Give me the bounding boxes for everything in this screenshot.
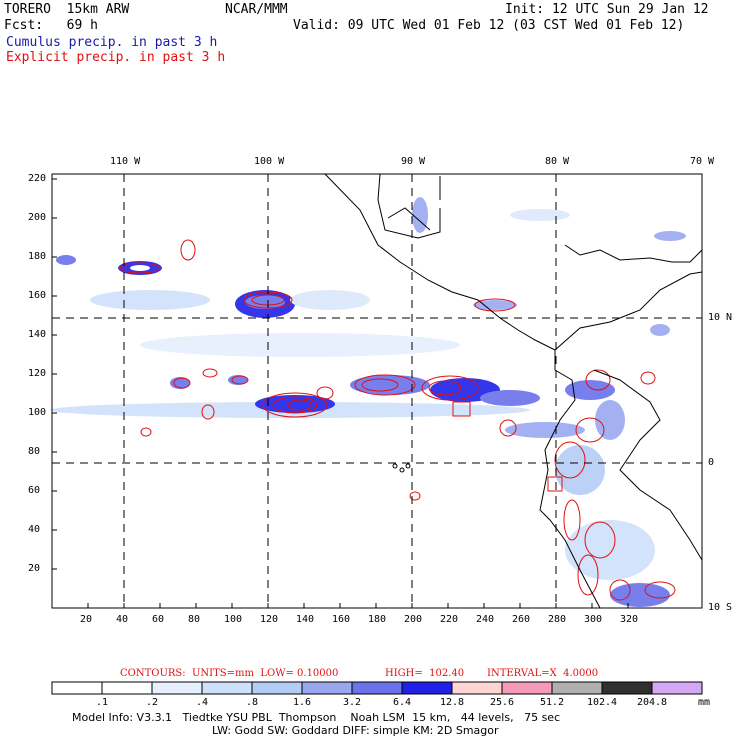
colorbar-label: 25.6 [489, 697, 515, 708]
contour-interval-label: INTERVAL=X 4.0000 [487, 668, 599, 679]
colorbar-label: 3.2 [342, 697, 362, 708]
x-tick-label: 80 [188, 614, 201, 625]
y-tick-label: 180 [28, 251, 47, 262]
colorbar-swatch [501, 681, 553, 695]
colorbar-swatch [151, 681, 203, 695]
colorbar-swatch [251, 681, 303, 695]
lon-label-80w: 80 W [545, 156, 570, 167]
x-tick-label: 100 [224, 614, 243, 625]
colorbar-swatch [601, 681, 653, 695]
y-tick-label: 40 [28, 524, 41, 535]
contour-high-label: HIGH= 102.40 [385, 668, 465, 679]
x-tick-label: 240 [476, 614, 495, 625]
x-tick-label: 20 [80, 614, 93, 625]
colorbar-swatch [101, 681, 153, 695]
colorbar-swatch [651, 681, 703, 695]
y-tick-label: 200 [28, 212, 47, 223]
colorbar-swatch [351, 681, 403, 695]
x-tick-label: 120 [260, 614, 279, 625]
lon-label-70w: 70 W [690, 156, 715, 167]
colorbar-swatch [401, 681, 453, 695]
x-tick-label: 60 [152, 614, 165, 625]
x-tick-label: 220 [440, 614, 459, 625]
colorbar-label: 12.8 [439, 697, 465, 708]
y-tick-label: 220 [28, 173, 47, 184]
contour-units-label: CONTOURS: UNITS=mm LOW= 0.10000 [120, 668, 339, 679]
y-tick-label: 120 [28, 368, 47, 379]
lat-label-10n: 10 N [708, 312, 733, 323]
y-tick-label: 80 [28, 446, 41, 457]
lat-label-0: 0 [708, 457, 715, 468]
cumulus-precip-shading [50, 197, 686, 607]
x-tick-label: 260 [512, 614, 531, 625]
x-tick-label: 160 [332, 614, 351, 625]
colorbar-label: 1.6 [292, 697, 312, 708]
x-tick-label: 200 [404, 614, 423, 625]
colorbar-label: .2 [145, 697, 159, 708]
map-frame [51, 173, 703, 609]
graticule [52, 174, 702, 608]
colorbar-unit: mm [698, 697, 711, 708]
colorbar-swatch [201, 681, 253, 695]
colorbar-label: .1 [95, 697, 109, 708]
lat-label-10s: 10 S [708, 602, 733, 613]
y-tick-label: 20 [28, 563, 41, 574]
y-tick-label: 60 [28, 485, 41, 496]
colorbar-label: 204.8 [636, 697, 668, 708]
model-info-line2: LW: Godd SW: Goddard DIFF: simple KM: 2D… [212, 724, 499, 737]
colorbar-swatch [301, 681, 353, 695]
colorbar-label: 102.4 [586, 697, 618, 708]
lon-label-90w: 90 W [401, 156, 426, 167]
colorbar-label: 6.4 [392, 697, 412, 708]
coastlines [324, 173, 703, 609]
colorbar-swatch [451, 681, 503, 695]
init-time: Init: 12 UTC Sun 29 Jan 12 [505, 2, 709, 17]
x-tick-label: 180 [368, 614, 387, 625]
colorbar [51, 681, 703, 695]
y-tick-label: 140 [28, 329, 47, 340]
x-tick-label: 280 [548, 614, 567, 625]
colorbar-label: 51.2 [539, 697, 565, 708]
cumulus-legend: Cumulus precip. in past 3 h [6, 35, 218, 50]
y-tick-label: 100 [28, 407, 47, 418]
x-tick-label: 140 [296, 614, 315, 625]
forecast-hour: Fcst: 69 h [4, 18, 98, 33]
valid-time: Valid: 09 UTC Wed 01 Feb 12 (03 CST Wed … [293, 18, 685, 33]
colorbar-label: .8 [245, 697, 259, 708]
lon-label-100w: 100 W [254, 156, 285, 167]
colorbar-label: .4 [195, 697, 209, 708]
x-tick-label: 40 [116, 614, 129, 625]
lon-label-110w: 110 W [110, 156, 141, 167]
x-tick-label: 320 [620, 614, 639, 625]
model-info-line1: Model Info: V3.3.1 Tiedtke YSU PBL Thomp… [72, 711, 561, 724]
x-tick-label: 300 [584, 614, 603, 625]
explicit-legend: Explicit precip. in past 3 h [6, 50, 226, 65]
y-tick-label: 160 [28, 290, 47, 301]
model-title: TORERO 15km ARW [4, 2, 130, 17]
organization-label: NCAR/MMM [225, 2, 288, 17]
colorbar-swatch [551, 681, 603, 695]
colorbar-swatch [51, 681, 103, 695]
